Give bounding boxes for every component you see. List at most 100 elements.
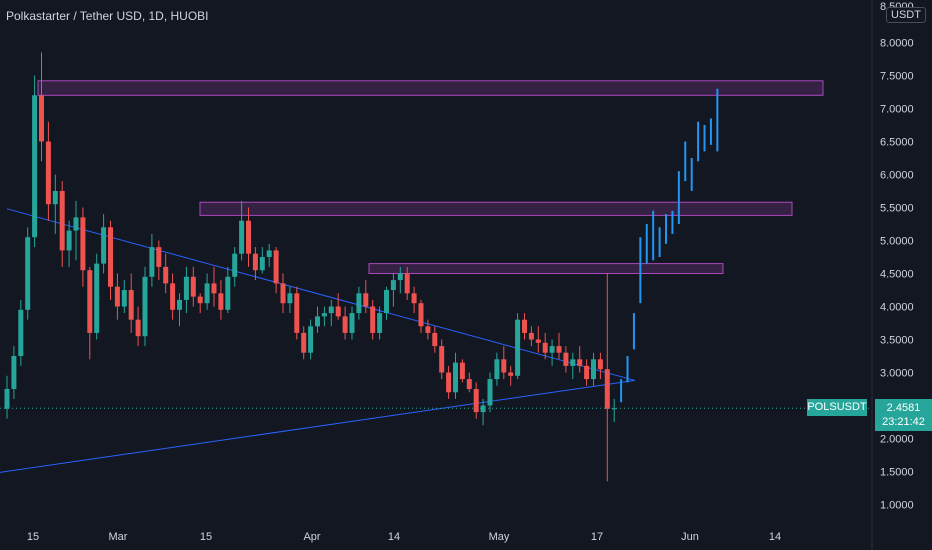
price-tick-label: 7.5000 xyxy=(880,71,914,83)
candle-body xyxy=(232,253,238,277)
candle-body xyxy=(556,346,562,353)
candle-body xyxy=(59,191,65,251)
chart-title: Polkastarter / Tether USD, 1D, HUOBI xyxy=(6,9,209,23)
candle-body xyxy=(459,362,465,380)
time-tick-label: 15 xyxy=(27,531,39,543)
candle-body xyxy=(170,283,176,310)
candle-body xyxy=(163,266,169,284)
price-tick-label: 3.5000 xyxy=(880,335,914,347)
candle-body xyxy=(411,293,417,304)
price-tick-label: 4.0000 xyxy=(880,302,914,314)
candle-body xyxy=(259,257,265,271)
price-tick-label: 6.5000 xyxy=(880,137,914,149)
candle-body xyxy=(549,346,555,353)
candle-body xyxy=(577,359,583,366)
candle-body xyxy=(177,299,182,310)
candle-body xyxy=(301,332,307,353)
candle-body xyxy=(108,227,113,287)
candle-body xyxy=(225,276,231,310)
candle-body xyxy=(190,276,196,297)
candle-body xyxy=(397,273,403,281)
time-tick-label: May xyxy=(489,531,510,543)
candle-body xyxy=(128,290,134,320)
candle-body xyxy=(211,283,217,294)
time-tick-label: Jun xyxy=(681,531,699,543)
candle-body xyxy=(508,372,514,376)
candle-body xyxy=(425,326,431,333)
candle-body xyxy=(356,293,362,314)
candle-body xyxy=(121,290,127,307)
candle-body xyxy=(342,316,348,333)
price-tick-label: 6.0000 xyxy=(880,170,914,182)
candlestick-series xyxy=(4,52,617,482)
candle-body xyxy=(522,319,527,333)
price-tick-label: 4.5000 xyxy=(880,269,914,281)
candle-body xyxy=(308,326,314,353)
candle-body xyxy=(45,141,51,205)
candle-body xyxy=(183,276,189,300)
candle-body xyxy=(563,352,569,366)
candle-body xyxy=(349,313,355,333)
time-tick-label: 15 xyxy=(200,531,212,543)
candle-body xyxy=(87,270,93,333)
candle-body xyxy=(73,217,79,231)
price-tick-label: 3.0000 xyxy=(880,368,914,380)
candle-body xyxy=(4,389,10,409)
candle-body xyxy=(591,359,596,380)
candle-body xyxy=(66,230,72,251)
candle-body xyxy=(218,293,224,310)
candle-body xyxy=(494,359,500,380)
candle-body xyxy=(535,339,541,343)
resistance-zone xyxy=(199,201,793,216)
candle-body xyxy=(135,319,141,337)
candle-body xyxy=(404,273,410,294)
candle-body xyxy=(294,293,300,333)
candle-body xyxy=(363,293,369,307)
candle-body xyxy=(604,369,610,409)
currency-button[interactable]: USDT xyxy=(886,7,926,23)
last-price-value: 2.4581 xyxy=(886,402,921,414)
price-tick-label: 8.0000 xyxy=(880,38,914,50)
price-axis-labels: 8.0000 7.5000 7.0000 6.5000 6.0000 5.5000 5.00… xyxy=(880,1,914,512)
candle-body xyxy=(501,359,507,373)
price-tick-label: 2.0000 xyxy=(880,434,914,446)
candle-body xyxy=(80,217,86,271)
candle-body xyxy=(370,306,376,333)
time-tick-label: 17 xyxy=(591,531,603,543)
price-tick-label: 7.0000 xyxy=(880,104,914,116)
candle-body xyxy=(94,263,100,333)
candle-body xyxy=(101,227,107,264)
ascending-trendline xyxy=(0,379,635,473)
candle-body xyxy=(542,342,548,353)
candle-body xyxy=(584,365,590,380)
projection-bars xyxy=(620,88,719,403)
candle-body xyxy=(570,359,576,366)
candle-body xyxy=(528,332,534,340)
time-axis-labels: 15 Mar 15 Apr 14 May 17 Jun 14 xyxy=(27,531,781,543)
candle-body xyxy=(252,253,258,271)
candle-body xyxy=(287,293,293,304)
candle-body xyxy=(204,283,210,304)
price-tick-label: 5.0000 xyxy=(880,236,914,248)
price-tick-label: 5.5000 xyxy=(880,203,914,215)
candle-body xyxy=(266,250,272,257)
candle-body xyxy=(466,379,472,389)
resistance-zone xyxy=(368,263,724,275)
candle-body xyxy=(11,356,17,389)
candle-body xyxy=(377,313,383,333)
candle-body xyxy=(335,306,341,317)
price-tick-label: 1.5000 xyxy=(880,467,914,479)
candle-body xyxy=(149,247,155,277)
last-price-tag: 2.4581 23:21:42 xyxy=(875,399,932,431)
candle-body xyxy=(439,346,445,373)
candle-body xyxy=(418,303,424,327)
candle-body xyxy=(246,220,251,254)
candle-body xyxy=(390,280,396,290)
candle-body xyxy=(39,95,44,142)
candle-body xyxy=(18,309,24,356)
symbol-price-tag: POLSUSDT xyxy=(807,399,867,416)
candle-body xyxy=(280,283,286,304)
candle-body xyxy=(273,250,279,284)
candle-body xyxy=(239,220,245,254)
